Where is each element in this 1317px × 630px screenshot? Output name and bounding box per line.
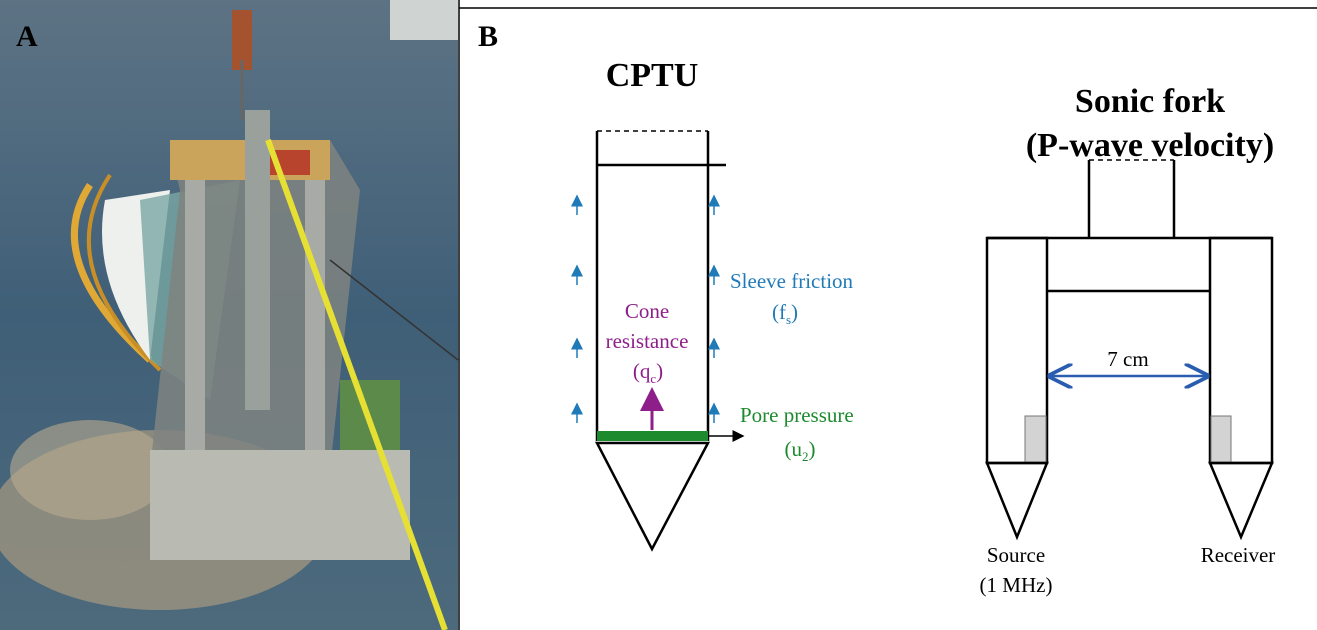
sleeve-symbol: (fs): [772, 300, 798, 327]
source-frequency: (1 MHz): [980, 573, 1053, 597]
source-label: Source: [987, 543, 1045, 567]
fork-title: (P-wave velocity): [1026, 127, 1274, 164]
photo: [0, 0, 458, 630]
cone-symbol: (qc): [633, 359, 663, 386]
sleeve-label: Sleeve friction: [730, 269, 854, 293]
distance-label: 7 cm: [1107, 347, 1148, 371]
close: ): [809, 437, 816, 461]
cptu-title: CPTU: [606, 57, 699, 94]
cone-label: resistance: [606, 329, 689, 353]
panel-label: B: [478, 20, 498, 53]
symbol: (u: [785, 437, 803, 461]
pore-label: Pore pressure: [740, 403, 854, 427]
receiver-label: Receiver: [1201, 543, 1276, 567]
close: ): [791, 300, 798, 324]
pore-symbol: (u2): [785, 437, 816, 464]
fork-title: Sonic fork: [1075, 83, 1225, 120]
symbol: (q: [633, 359, 651, 383]
symbol: (f: [772, 300, 786, 324]
panel-label: A: [16, 20, 38, 53]
figure: A B CPTU Cone resistance (qc) Sleeve fri…: [0, 0, 1317, 630]
close: ): [656, 359, 663, 383]
cone-label: Cone: [625, 299, 669, 323]
